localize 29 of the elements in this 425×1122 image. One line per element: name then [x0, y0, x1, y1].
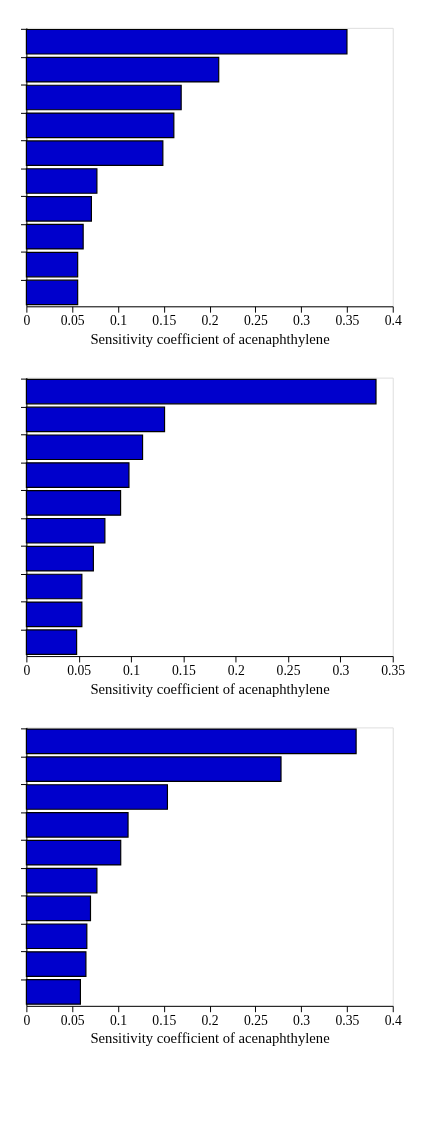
x-tick-label: 0.3	[293, 313, 311, 329]
x-tick-label: 0	[23, 1012, 31, 1028]
x-tick-label: 0.25	[243, 1012, 268, 1028]
x-tick-label: 0.4	[384, 1012, 402, 1028]
x-tick-label: 0.15	[171, 663, 196, 679]
x-tick-label: 0.2	[201, 1012, 219, 1028]
x-tick-label: 0.05	[60, 1012, 85, 1028]
x-tick-label: 0.1	[109, 1012, 128, 1028]
x-tick-label: 0.35	[335, 313, 360, 329]
x-tick-label: 0.35	[335, 1012, 360, 1028]
x-tick-label: 0.25	[276, 663, 301, 679]
x-tick-label: 0.05	[67, 663, 92, 679]
x-axis-title: Sensitivity coefficient of acenaphthylene	[90, 680, 330, 697]
x-axis-title: Sensitivity coefficient of acenaphthylene	[90, 1030, 330, 1047]
x-tick-label: 0.3	[293, 1012, 311, 1028]
x-tick-label: 0.1	[109, 313, 128, 329]
x-tick-label: 0	[23, 663, 31, 679]
x-tick-label: 0.3	[332, 663, 350, 679]
x-tick-label: 0.1	[123, 663, 141, 679]
x-axis-title: Sensitivity coefficient of acenaphthylene	[90, 330, 330, 347]
x-tick-label: 0.2	[227, 663, 245, 679]
x-tick-label: 0.25	[243, 313, 268, 329]
x-tick-label: 0.2	[201, 313, 219, 329]
x-tick-label: 0.4	[384, 313, 402, 329]
x-tick-label: 0.05	[60, 313, 85, 329]
x-tick-label: 0	[23, 313, 31, 329]
x-tick-label: 0.15	[152, 313, 177, 329]
x-tick-label: 0.35	[381, 663, 406, 679]
x-tick-label: 0.15	[152, 1012, 177, 1028]
